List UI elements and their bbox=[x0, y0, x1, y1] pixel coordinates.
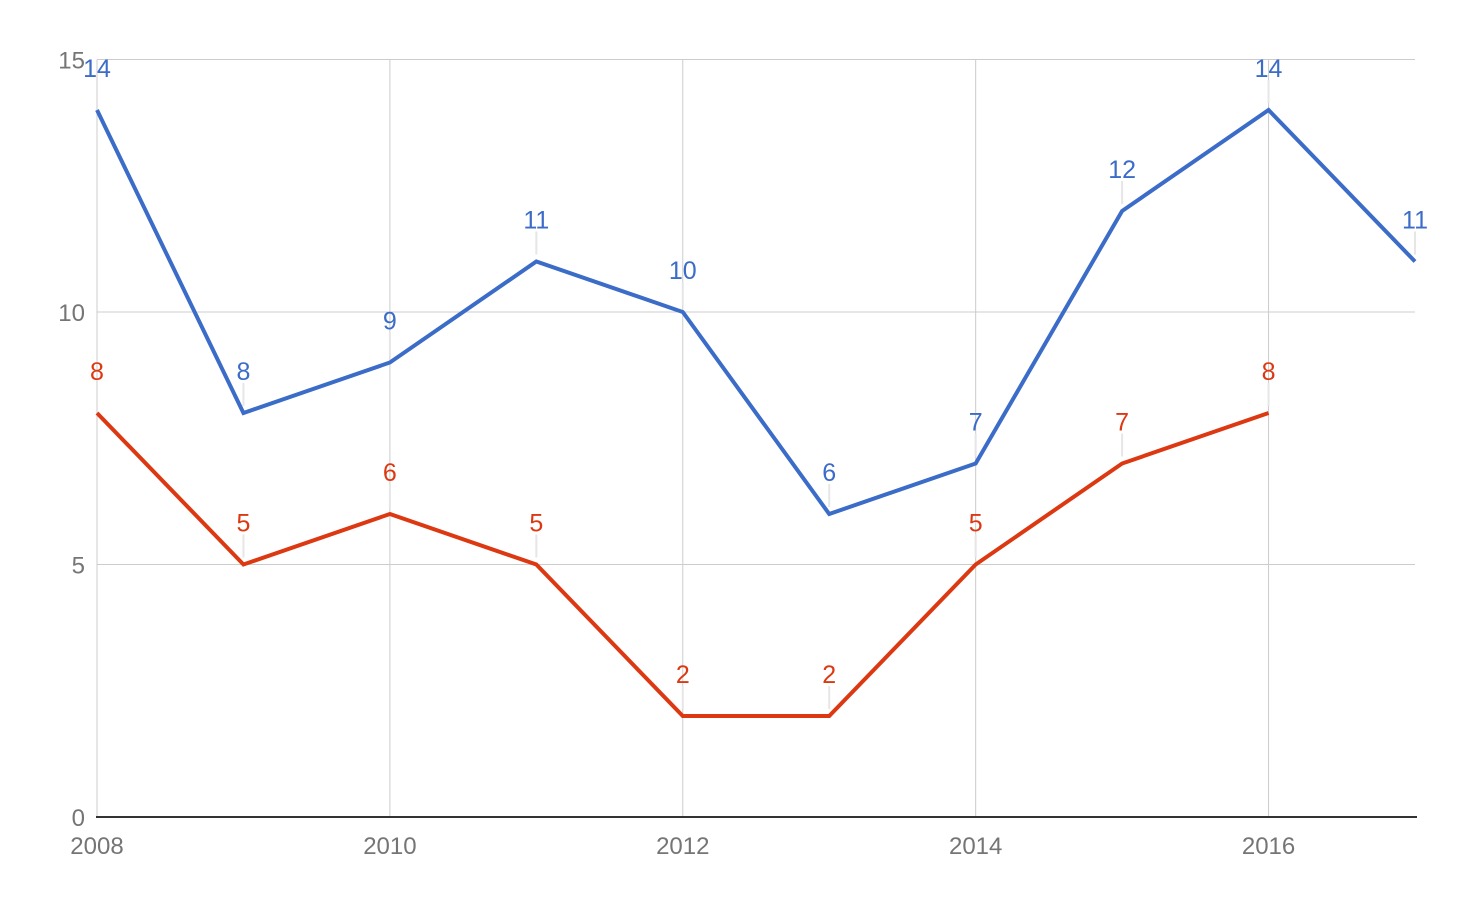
series-red-line[interactable] bbox=[95, 411, 1270, 718]
data-point-label: 12 bbox=[1108, 156, 1136, 184]
data-point-label: 5 bbox=[236, 510, 250, 538]
data-point-label: 8 bbox=[1262, 358, 1276, 386]
y-axis-tick-label: 0 bbox=[72, 805, 85, 832]
x-axis-tick-label: 2008 bbox=[70, 833, 123, 860]
data-point-label: 8 bbox=[236, 358, 250, 386]
data-point-label: 7 bbox=[969, 409, 983, 437]
data-point-label: 11 bbox=[1402, 207, 1428, 235]
x-axis-tick-label: 2012 bbox=[656, 833, 709, 860]
data-point-label: 5 bbox=[529, 510, 543, 538]
data-point-label: 7 bbox=[1115, 409, 1129, 437]
data-point-label: 11 bbox=[523, 207, 549, 235]
y-axis-tick-label: 15 bbox=[58, 48, 85, 75]
data-point-label: 10 bbox=[669, 257, 697, 285]
data-point-label: 14 bbox=[83, 55, 111, 83]
data-point-label: 9 bbox=[383, 308, 397, 336]
data-point-label: 8 bbox=[90, 358, 104, 386]
data-point-label: 5 bbox=[969, 510, 983, 538]
y-axis-tick-label: 5 bbox=[72, 553, 85, 580]
x-axis-tick-label: 2010 bbox=[363, 833, 416, 860]
data-point-label: 6 bbox=[383, 459, 397, 487]
data-point-label: 14 bbox=[1255, 55, 1283, 83]
x-axis-tick-label: 2014 bbox=[949, 833, 1002, 860]
x-axis-tick-label: 2016 bbox=[1242, 833, 1295, 860]
y-axis-tick-label: 10 bbox=[58, 300, 85, 327]
data-point-label: 2 bbox=[822, 661, 836, 689]
data-point-label: 6 bbox=[822, 459, 836, 487]
data-point-label: 2 bbox=[676, 661, 690, 689]
series-blue-line[interactable] bbox=[95, 107, 1417, 517]
